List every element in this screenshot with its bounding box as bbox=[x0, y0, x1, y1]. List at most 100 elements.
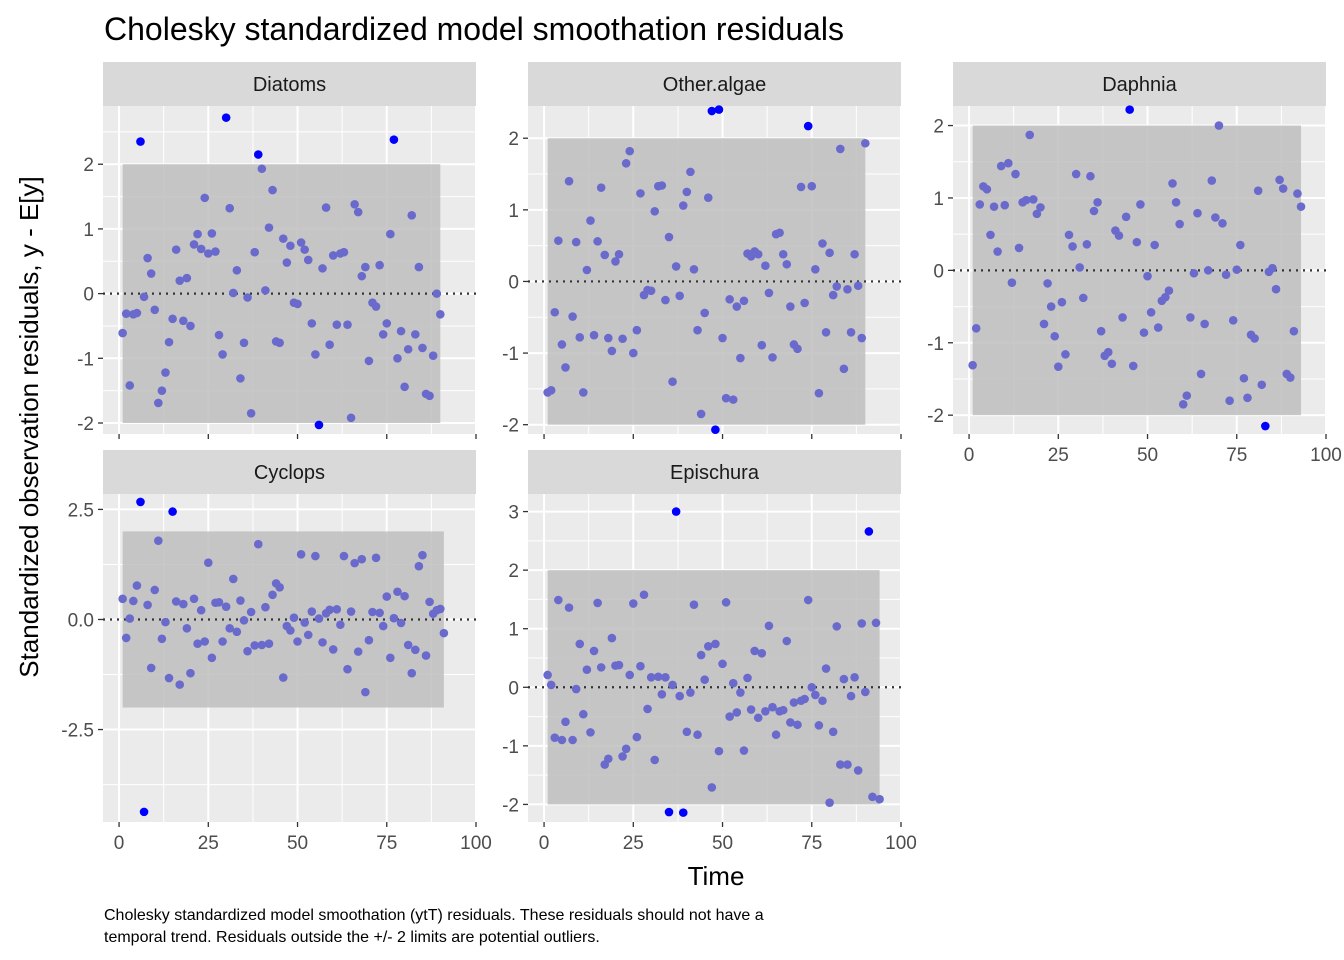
residual-point bbox=[1132, 237, 1142, 247]
outlier-point bbox=[803, 121, 813, 131]
residual-point bbox=[343, 320, 352, 329]
y-tick-label: 1 bbox=[508, 201, 519, 222]
residual-point bbox=[636, 661, 645, 671]
residual-point bbox=[278, 234, 288, 243]
residual-point bbox=[182, 273, 192, 283]
residual-point bbox=[353, 207, 363, 217]
residual-point bbox=[668, 377, 677, 387]
residual-point bbox=[268, 590, 277, 600]
residual-point bbox=[625, 146, 635, 156]
y-tick-label: 0.0 bbox=[68, 610, 94, 631]
x-tick-label: 50 bbox=[712, 833, 733, 854]
residual-point bbox=[753, 249, 763, 259]
residual-point bbox=[1175, 219, 1184, 229]
residual-point bbox=[632, 325, 642, 335]
residual-point bbox=[800, 694, 809, 704]
residual-point bbox=[761, 261, 770, 271]
residual-point bbox=[554, 595, 563, 605]
facet-strip bbox=[528, 450, 901, 494]
residual-point bbox=[228, 288, 238, 298]
residual-point bbox=[1278, 184, 1288, 193]
y-tick-label: 2 bbox=[508, 561, 519, 582]
residual-point bbox=[757, 649, 767, 658]
residual-point bbox=[243, 293, 252, 302]
residual-point bbox=[1082, 239, 1092, 249]
residual-point bbox=[825, 798, 834, 807]
residual-point bbox=[739, 746, 749, 755]
residual-point bbox=[393, 354, 402, 363]
residual-point bbox=[543, 670, 552, 680]
residual-point bbox=[1186, 313, 1195, 322]
residual-point bbox=[171, 597, 181, 606]
residual-point bbox=[425, 597, 434, 607]
residual-point bbox=[1161, 292, 1170, 302]
residual-point bbox=[828, 727, 838, 737]
residual-point bbox=[1296, 202, 1306, 211]
residual-point bbox=[575, 639, 585, 649]
residual-point bbox=[318, 638, 327, 647]
residual-point bbox=[693, 325, 702, 335]
residual-point bbox=[407, 211, 417, 220]
x-tick-label: 100 bbox=[460, 833, 492, 854]
residual-point bbox=[1171, 198, 1181, 207]
residual-point bbox=[789, 698, 799, 707]
residual-point bbox=[714, 746, 724, 756]
residual-point bbox=[778, 705, 788, 715]
residual-point bbox=[639, 590, 649, 600]
residual-point bbox=[628, 599, 638, 608]
residual-point bbox=[721, 393, 731, 403]
residual-point bbox=[436, 604, 445, 614]
residual-point bbox=[436, 310, 445, 319]
residual-point bbox=[353, 647, 363, 656]
residual-point bbox=[1211, 213, 1220, 222]
x-tick-label: 75 bbox=[801, 833, 822, 854]
residual-point bbox=[196, 605, 206, 615]
residual-point bbox=[139, 292, 149, 302]
y-tick-label: 1 bbox=[83, 220, 94, 241]
residual-point bbox=[189, 240, 199, 249]
residual-point bbox=[853, 281, 863, 291]
residual-point bbox=[550, 733, 560, 742]
residual-point bbox=[682, 727, 692, 737]
residual-point bbox=[382, 592, 392, 601]
residual-point bbox=[1029, 195, 1038, 204]
residual-point bbox=[325, 605, 334, 615]
residual-point bbox=[386, 229, 395, 239]
residual-point bbox=[1189, 268, 1199, 278]
residual-point bbox=[179, 316, 188, 326]
residual-point bbox=[554, 236, 563, 245]
residual-point bbox=[657, 181, 667, 190]
residual-point bbox=[564, 603, 574, 612]
residual-point bbox=[300, 618, 309, 627]
residual-point bbox=[546, 680, 556, 690]
residual-point bbox=[1164, 286, 1174, 295]
residual-point bbox=[289, 613, 299, 623]
residual-point bbox=[246, 408, 256, 418]
residual-point bbox=[1118, 313, 1127, 322]
residual-point bbox=[1093, 198, 1102, 207]
residual-point bbox=[1275, 175, 1284, 185]
residual-point bbox=[1014, 243, 1024, 253]
residual-point bbox=[303, 630, 313, 640]
residual-point bbox=[853, 766, 863, 775]
residual-point bbox=[986, 230, 995, 240]
facet-strip bbox=[953, 62, 1326, 106]
residual-point bbox=[1239, 373, 1249, 383]
facet-panel-epischura: Epischura -2 -1 0 1 2 3 0 25 50 75 100 bbox=[502, 450, 917, 854]
residual-point bbox=[696, 409, 706, 419]
residual-point bbox=[643, 704, 652, 714]
residual-point bbox=[1168, 179, 1177, 188]
residual-point bbox=[150, 585, 160, 595]
residual-point bbox=[1214, 121, 1224, 130]
residual-point bbox=[1146, 308, 1156, 317]
caption-line-1: Cholesky standardized model smoothation … bbox=[104, 907, 764, 924]
y-tick-label: 2.5 bbox=[68, 500, 94, 521]
residual-point bbox=[250, 641, 259, 650]
residual-point bbox=[589, 646, 599, 656]
residual-point bbox=[1178, 400, 1188, 409]
residual-point bbox=[1078, 293, 1088, 303]
residual-point bbox=[346, 607, 356, 616]
residual-point bbox=[1114, 231, 1124, 240]
residual-point bbox=[1011, 169, 1020, 179]
residual-point bbox=[143, 600, 152, 610]
